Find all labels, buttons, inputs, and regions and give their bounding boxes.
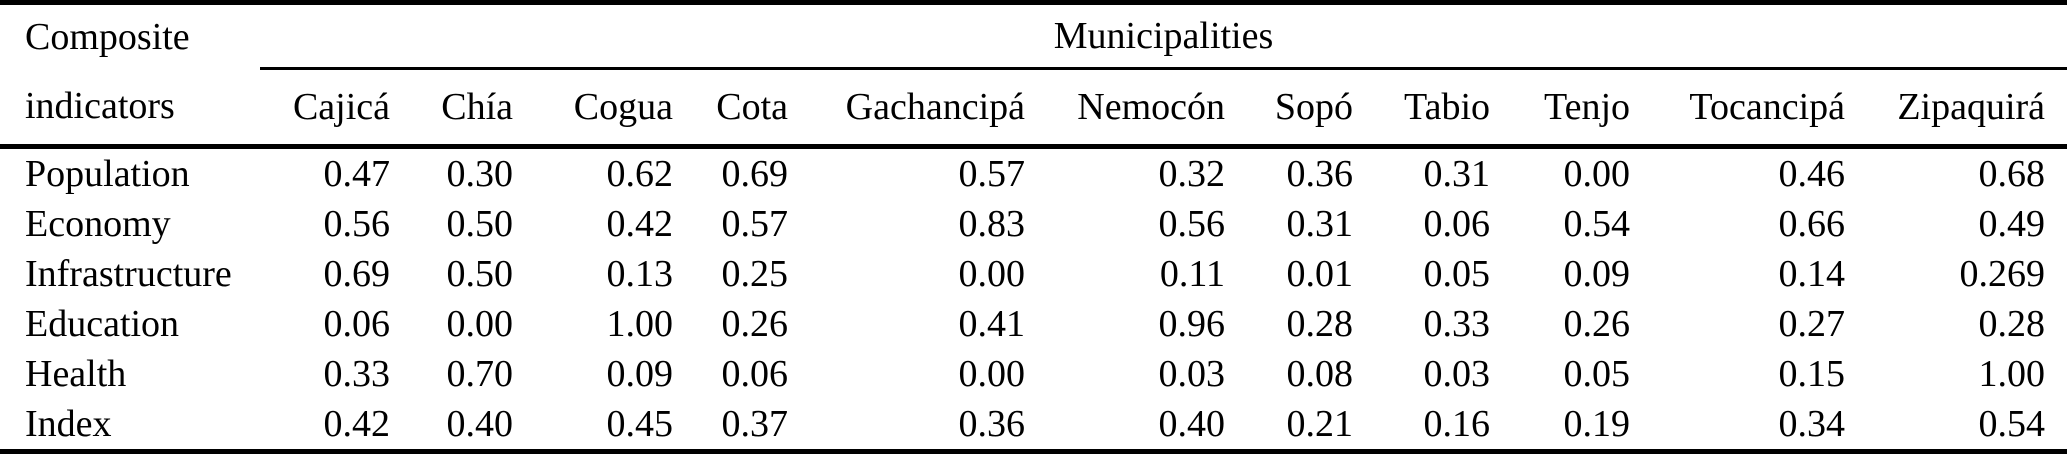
table-body: Population 0.47 0.30 0.62 0.69 0.57 0.32 0.36 0.…: [0, 147, 2067, 452]
data-cell-population-gachancipa: 0.57: [958, 153, 1026, 195]
data-cell-population-sopo: 0.36: [1286, 153, 1354, 195]
data-cell-population-chia: 0.30: [446, 153, 514, 195]
data-cell-index-tocancipa: 0.34: [1778, 403, 1846, 445]
table-row-health: Health 0.33 0.70 0.09 0.06 0.00 0.03 0.08 0.03 0.…: [0, 349, 2067, 399]
data-cell-infrastructure-nemocon: 0.11: [1159, 253, 1225, 295]
data-cell-population-cota: 0.69: [721, 153, 789, 195]
data-cell-economy-tenjo: 0.54: [1563, 203, 1631, 245]
data-cell-education-nemocon: 0.96: [1158, 303, 1226, 345]
data-cell-health-tocancipa: 0.15: [1778, 353, 1846, 395]
data-cell-education-tocancipa: 0.27: [1778, 303, 1846, 345]
data-cell-index-cota: 0.37: [721, 403, 789, 445]
data-cell-education-tenjo: 0.26: [1563, 303, 1631, 345]
data-cell-infrastructure-sopo: 0.01: [1286, 253, 1354, 295]
data-cell-infrastructure-cajica: 0.69: [323, 253, 391, 295]
data-cell-education-sopo: 0.28: [1286, 303, 1354, 345]
column-header-cogua: Cogua: [535, 68, 695, 149]
data-cell-index-tenjo: 0.19: [1563, 403, 1631, 445]
column-header-sopo: Sopó: [1247, 68, 1375, 149]
data-cell-health-cogua: 0.09: [606, 353, 674, 395]
data-cell-population-tabio: 0.31: [1423, 153, 1491, 195]
data-cell-infrastructure-tenjo: 0.09: [1563, 253, 1631, 295]
data-cell-economy-cota: 0.57: [721, 203, 789, 245]
data-cell-economy-sopo: 0.31: [1286, 203, 1354, 245]
column-header-zipaquira: Zipaquirá: [1867, 68, 2067, 149]
row-label: Economy: [25, 203, 171, 245]
data-cell-health-tabio: 0.03: [1423, 353, 1491, 395]
data-cell-infrastructure-cota: 0.25: [721, 253, 789, 295]
column-header-tocancipa: Tocancipá: [1652, 68, 1867, 149]
data-cell-economy-tabio: 0.06: [1423, 203, 1491, 245]
data-cell-education-zipaquira: 0.28: [1978, 303, 2046, 345]
column-header-cajica: Cajicá: [260, 68, 412, 149]
data-cell-infrastructure-tocancipa: 0.14: [1778, 253, 1846, 295]
data-cell-index-chia: 0.40: [446, 403, 514, 445]
data-cell-infrastructure-zipaquira: 0.269: [1959, 253, 2046, 295]
data-cell-health-tenjo: 0.05: [1563, 353, 1631, 395]
data-cell-education-chia: 0.00: [446, 303, 514, 345]
data-cell-health-chia: 0.70: [446, 353, 514, 395]
row-label: Index: [25, 403, 112, 445]
data-cell-economy-gachancipa: 0.83: [958, 203, 1026, 245]
stub-header-line2: indicators: [0, 68, 260, 149]
column-header-chia: Chía: [412, 68, 535, 149]
data-cell-health-nemocon: 0.03: [1158, 353, 1226, 395]
table-row-index: Index 0.42 0.40 0.45 0.37 0.36 0.40 0.21 0.16 0.1…: [0, 399, 2067, 452]
data-cell-economy-cajica: 0.56: [323, 203, 391, 245]
data-cell-education-cajica: 0.06: [323, 303, 391, 345]
data-cell-education-cogua: 1.00: [606, 303, 674, 345]
column-header-gachancipa: Gachancipá: [810, 68, 1047, 149]
stub-header-line1: Composite: [25, 15, 190, 58]
data-cell-population-zipaquira: 0.68: [1978, 153, 2046, 195]
data-cell-infrastructure-tabio: 0.05: [1423, 253, 1491, 295]
data-cell-health-gachancipa: 0.00: [958, 353, 1026, 395]
data-cell-population-tenjo: 0.00: [1563, 153, 1631, 195]
data-cell-health-zipaquira: 1.00: [1978, 353, 2046, 395]
data-cell-index-nemocon: 0.40: [1158, 403, 1226, 445]
row-label: Population: [25, 153, 190, 195]
data-cell-population-tocancipa: 0.46: [1778, 153, 1846, 195]
data-cell-index-cajica: 0.42: [323, 403, 391, 445]
column-header-tenjo: Tenjo: [1512, 68, 1652, 149]
table-header: Composite Municipalities indicators Caji…: [0, 2, 2067, 149]
data-cell-infrastructure-cogua: 0.13: [606, 253, 674, 295]
data-cell-health-sopo: 0.08: [1286, 353, 1354, 395]
data-cell-population-nemocon: 0.32: [1158, 153, 1226, 195]
municipalities-span-header: Municipalities: [260, 2, 2067, 70]
data-cell-economy-zipaquira: 0.49: [1978, 203, 2046, 245]
column-header-nemocon: Nemocón: [1047, 68, 1247, 149]
row-label: Health: [25, 353, 127, 395]
table-row-education: Education 0.06 0.00 1.00 0.26 0.41 0.96 0.28 0.3…: [0, 299, 2067, 349]
column-header-cota: Cota: [695, 68, 810, 149]
data-cell-education-cota: 0.26: [721, 303, 789, 345]
data-cell-economy-nemocon: 0.56: [1158, 203, 1226, 245]
data-cell-health-cota: 0.06: [721, 353, 789, 395]
column-header-tabio: Tabio: [1375, 68, 1512, 149]
data-cell-infrastructure-chia: 0.50: [446, 253, 514, 295]
table-row-infrastructure: Infrastructure 0.69 0.50 0.13 0.25 0.00 0.11 0.…: [0, 249, 2067, 299]
data-cell-index-gachancipa: 0.36: [958, 403, 1026, 445]
data-cell-economy-cogua: 0.42: [606, 203, 674, 245]
data-cell-index-sopo: 0.21: [1286, 403, 1354, 445]
row-label: Infrastructure: [25, 253, 232, 295]
data-cell-economy-tocancipa: 0.66: [1778, 203, 1846, 245]
data-cell-index-tabio: 0.16: [1423, 403, 1491, 445]
header-row-span: Composite Municipalities: [0, 2, 2067, 70]
data-cell-education-tabio: 0.33: [1423, 303, 1491, 345]
data-cell-health-cajica: 0.33: [323, 353, 391, 395]
data-cell-economy-chia: 0.50: [446, 203, 514, 245]
data-cell-infrastructure-gachancipa: 0.00: [958, 253, 1026, 295]
table-row-economy: Economy 0.56 0.50 0.42 0.57 0.83 0.56 0.31 0.06 0…: [0, 199, 2067, 249]
data-cell-population-cogua: 0.62: [606, 153, 674, 195]
data-cell-education-gachancipa: 0.41: [958, 303, 1026, 345]
row-label: Education: [25, 303, 180, 345]
header-row-columns: indicators Cajicá Chía Cogua Cota Gachancipá…: [0, 68, 2067, 149]
data-cell-population-cajica: 0.47: [323, 153, 391, 195]
data-cell-index-zipaquira: 0.54: [1978, 403, 2046, 445]
data-cell-index-cogua: 0.45: [606, 403, 674, 445]
table-row-population: Population 0.47 0.30 0.62 0.69 0.57 0.32 0.36 0.…: [0, 147, 2067, 200]
